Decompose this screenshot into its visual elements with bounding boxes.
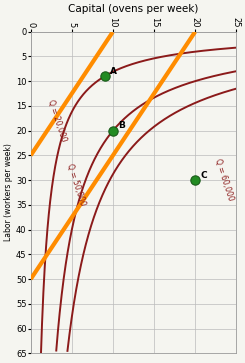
Text: Q = 60,000: Q = 60,000 <box>213 158 235 202</box>
Text: A: A <box>110 67 117 76</box>
Y-axis label: Labor (workers per week): Labor (workers per week) <box>4 143 13 241</box>
Text: Q = 20,000: Q = 20,000 <box>46 99 68 143</box>
Text: B: B <box>118 121 125 130</box>
Text: C: C <box>200 171 207 180</box>
Title: Capital (ovens per week): Capital (ovens per week) <box>68 4 199 14</box>
Text: Q = 50,000: Q = 50,000 <box>65 163 87 207</box>
Point <box>193 177 197 183</box>
Point <box>111 128 115 134</box>
Point <box>103 73 107 79</box>
